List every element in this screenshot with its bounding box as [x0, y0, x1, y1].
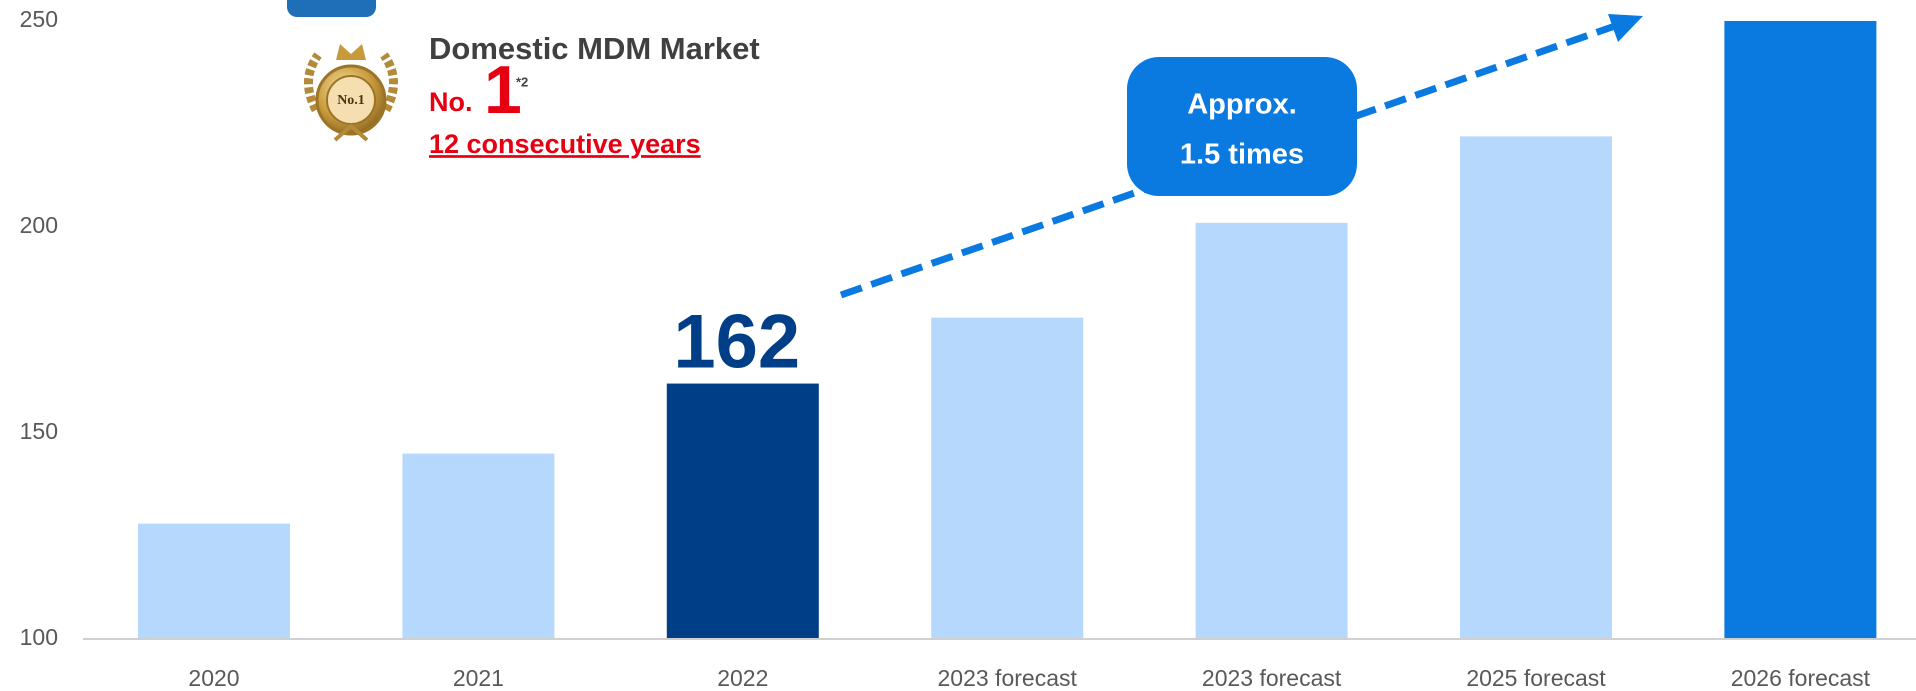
- rank-number: 1: [484, 52, 522, 128]
- rank-prefix: No.: [429, 87, 473, 117]
- y-tick-label: 150: [20, 418, 58, 444]
- callout-text: Approx.: [1187, 89, 1297, 121]
- bar: [1460, 136, 1612, 640]
- growth-arrow: [839, 14, 1643, 299]
- bar: [666, 383, 819, 639]
- x-tick-label: 2025 forecast: [1466, 665, 1606, 691]
- bar: [1195, 222, 1348, 639]
- x-tick-label: 2023 forecast: [938, 665, 1078, 691]
- x-tick-label: 2026 forecast: [1731, 665, 1871, 691]
- market-label: Domestic MDM Market: [429, 31, 760, 66]
- x-tick-label: 2023 forecast: [1202, 665, 1342, 691]
- y-tick-label: 200: [20, 212, 58, 238]
- bar: [931, 317, 1084, 639]
- bar: [138, 523, 290, 639]
- x-tick-label: 2020: [188, 665, 239, 691]
- x-tick-label: 2021: [453, 665, 504, 691]
- logo-icon: [287, 0, 376, 17]
- years-label: 12 consecutive years: [429, 129, 701, 159]
- value-label: 162: [673, 300, 800, 385]
- bar: [1724, 21, 1877, 639]
- svg-text:No.1: No.1: [337, 93, 365, 108]
- plot: 100 150 200 250 2020 2021 2022 162 2023 forecast…: [20, 6, 1916, 691]
- x-tick-label: 2022: [717, 665, 768, 691]
- callout-text: 1.5 times: [1180, 139, 1304, 171]
- footnote-ref: *2: [516, 74, 528, 89]
- y-tick-label: 250: [20, 6, 58, 32]
- callout-box: [1127, 57, 1357, 196]
- y-tick-label: 100: [20, 624, 58, 650]
- bar: [402, 453, 555, 639]
- medal: No.1: [304, 44, 398, 142]
